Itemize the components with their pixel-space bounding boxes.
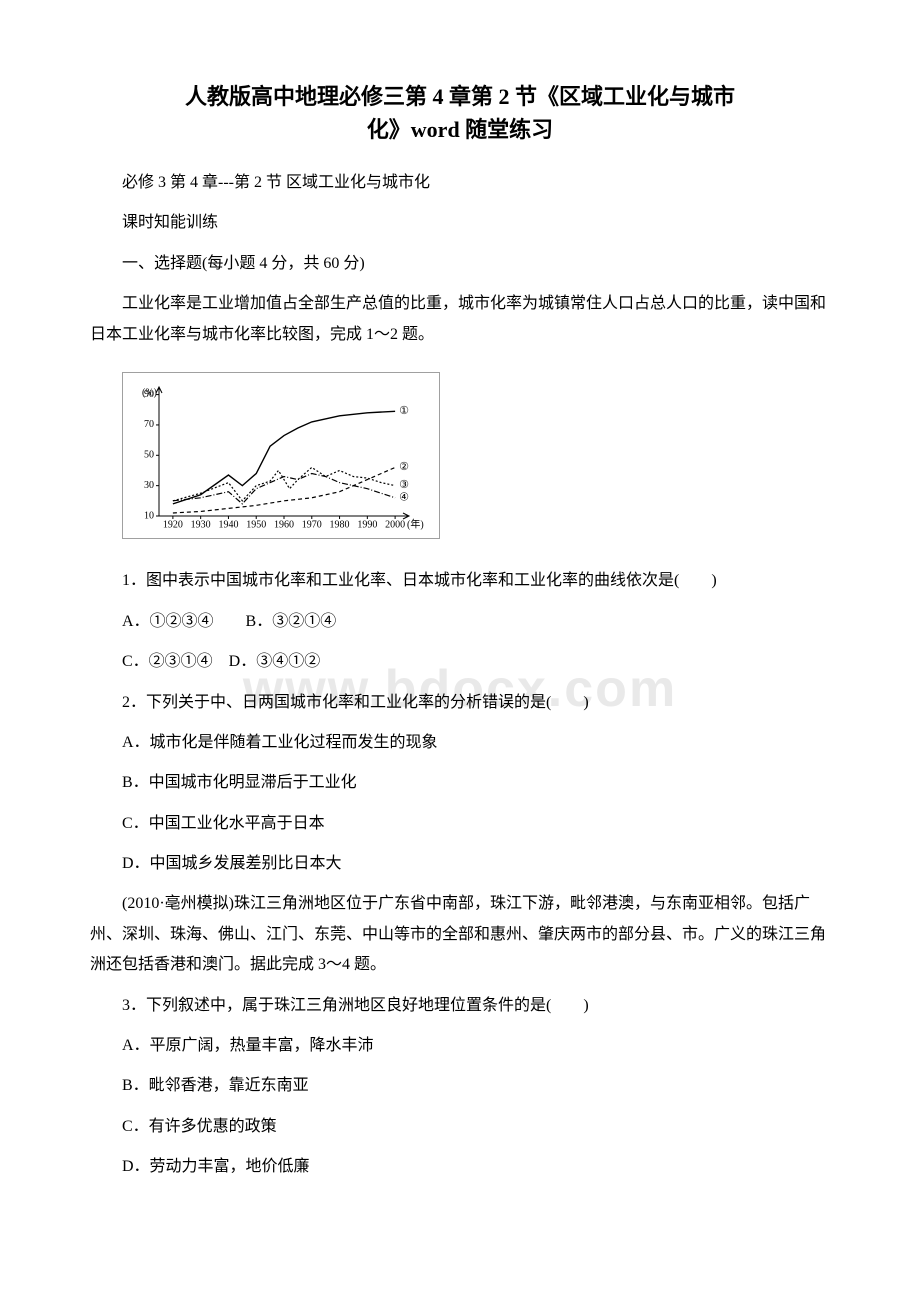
svg-text:1950: 1950 (246, 519, 266, 530)
svg-text:1980: 1980 (330, 519, 350, 530)
svg-text:70: 70 (144, 419, 154, 430)
svg-text:50: 50 (144, 450, 154, 461)
q3-option-c: C．有许多优惠的政策 (90, 1112, 830, 1142)
intro-q34: (2010·亳州模拟)珠江三角洲地区位于广东省中南部，珠江下游，毗邻港澳，与东南… (90, 889, 830, 980)
part1-heading: 一、选择题(每小题 4 分，共 60 分) (90, 249, 830, 279)
svg-text:30: 30 (144, 480, 154, 491)
q1-options-cd: C．②③①④ D．③④①② (90, 647, 830, 677)
page-title: 人教版高中地理必修三第 4 章第 2 节《区域工业化与城市 化》word 随堂练… (90, 80, 830, 146)
title-line-1: 人教版高中地理必修三第 4 章第 2 节《区域工业化与城市 (185, 84, 735, 109)
svg-text:1970: 1970 (302, 519, 322, 530)
q2-option-b: B．中国城市化明显滞后于工业化 (90, 768, 830, 798)
svg-text:1960: 1960 (274, 519, 294, 530)
section-label: 课时知能训练 (90, 208, 830, 238)
line-chart: (%)1030507090192019301940195019601970198… (131, 379, 431, 534)
svg-text:2000: 2000 (385, 519, 405, 530)
svg-text:①: ① (399, 405, 409, 417)
q2-option-c: C．中国工业化水平高于日本 (90, 809, 830, 839)
svg-text:1930: 1930 (191, 519, 211, 530)
svg-text:1990: 1990 (357, 519, 377, 530)
q2-option-a: A．城市化是伴随着工业化过程而发生的现象 (90, 728, 830, 758)
q3-option-d: D．劳动力丰富，地价低廉 (90, 1152, 830, 1182)
q2-stem: 2．下列关于中、日两国城市化率和工业化率的分析错误的是( ) (90, 688, 830, 718)
svg-text:90: 90 (144, 389, 154, 400)
svg-text:1920: 1920 (163, 519, 183, 530)
q3-stem: 3．下列叙述中，属于珠江三角洲地区良好地理位置条件的是( ) (90, 991, 830, 1021)
svg-text:10: 10 (144, 510, 154, 521)
svg-text:④: ④ (399, 491, 409, 503)
intro-q12: 工业化率是工业增加值占全部生产总值的比重，城市化率为城镇常住人口占总人口的比重，… (90, 289, 830, 350)
subheading: 必修 3 第 4 章---第 2 节 区域工业化与城市化 (90, 168, 830, 198)
q3-option-a: A．平原广阔，热量丰富，降水丰沛 (90, 1031, 830, 1061)
svg-text:②: ② (399, 461, 409, 473)
q1-options-ab: A．①②③④ B．③②①④ (90, 607, 830, 637)
document-content: 人教版高中地理必修三第 4 章第 2 节《区域工业化与城市 化》word 随堂练… (90, 80, 830, 1183)
svg-text:③: ③ (399, 479, 409, 491)
svg-text:(年): (年) (407, 517, 424, 530)
q1-stem: 1．图中表示中国城市化率和工业化率、日本城市化率和工业化率的曲线依次是( ) (90, 566, 830, 596)
title-line-2: 化》word 随堂练习 (367, 117, 553, 142)
q2-option-d: D．中国城乡发展差别比日本大 (90, 849, 830, 879)
svg-text:1940: 1940 (218, 519, 238, 530)
chart-container: (%)1030507090192019301940195019601970198… (122, 372, 440, 539)
q3-option-b: B．毗邻香港，靠近东南亚 (90, 1071, 830, 1101)
